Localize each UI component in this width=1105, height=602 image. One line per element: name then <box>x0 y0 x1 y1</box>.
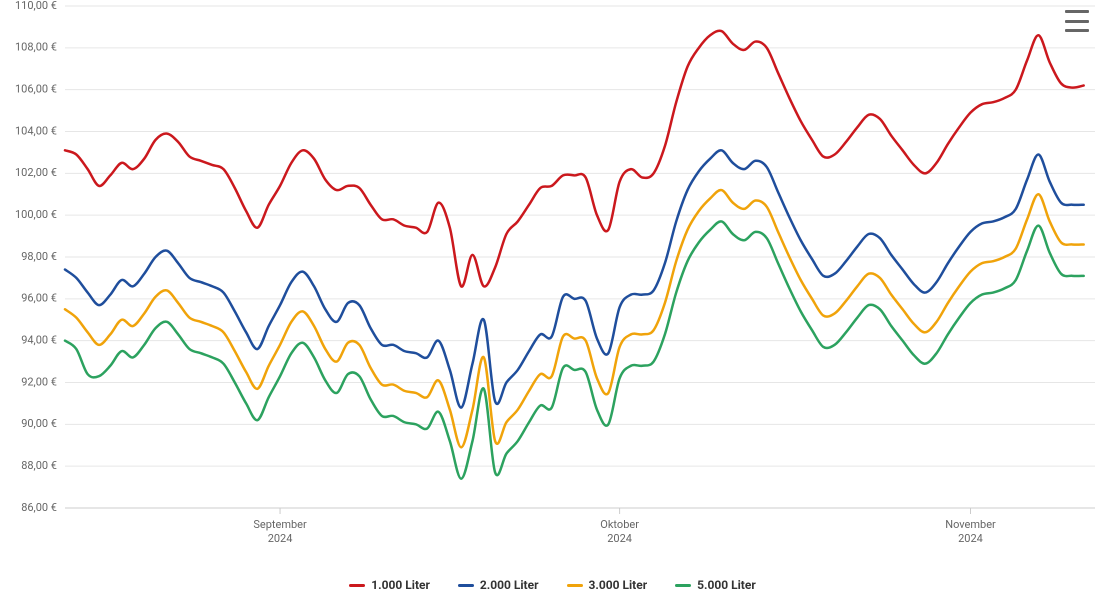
legend-label: 5.000 Liter <box>697 578 756 592</box>
legend-swatch <box>349 584 365 587</box>
y-tick-label: 98,00 € <box>21 250 57 263</box>
y-tick-label: 88,00 € <box>21 459 57 472</box>
y-tick-label: 100,00 € <box>15 208 57 221</box>
legend-item-s1000[interactable]: 1.000 Liter <box>349 578 430 592</box>
legend-label: 1.000 Liter <box>371 578 430 592</box>
price-chart: 86,00 € 88,00 € 90,00 € 92,00 € 94,00 € 96,00… <box>0 0 1105 602</box>
chart-svg: 86,00 € 88,00 € 90,00 € 92,00 € 94,00 € 96,00… <box>0 0 1105 602</box>
x-tick-sublabel: 2024 <box>268 532 293 545</box>
legend-swatch <box>567 584 583 587</box>
y-tick-label: 106,00 € <box>15 83 57 96</box>
chart-legend: 1.000 Liter 2.000 Liter 3.000 Liter 5.000 L… <box>0 578 1105 592</box>
x-tick-label: November <box>945 518 996 531</box>
legend-label: 3.000 Liter <box>589 578 648 592</box>
y-tick-label: 108,00 € <box>15 41 57 54</box>
legend-swatch <box>458 584 474 587</box>
y-tick-label: 110,00 € <box>15 0 57 12</box>
legend-item-s3000[interactable]: 3.000 Liter <box>567 578 648 592</box>
y-tick-label: 104,00 € <box>15 124 57 137</box>
series-line-s1000 <box>65 31 1084 287</box>
series-line-s3000 <box>65 190 1084 447</box>
x-tick-label: Oktober <box>600 518 639 531</box>
y-tick-label: 102,00 € <box>15 166 57 179</box>
hamburger-icon <box>1065 10 1089 13</box>
x-tick-sublabel: 2024 <box>607 532 632 545</box>
legend-item-s5000[interactable]: 5.000 Liter <box>675 578 756 592</box>
legend-swatch <box>675 584 691 587</box>
series-line-s5000 <box>65 221 1084 478</box>
legend-label: 2.000 Liter <box>480 578 539 592</box>
chart-menu-button[interactable] <box>1063 8 1091 34</box>
y-tick-label: 86,00 € <box>21 501 57 514</box>
y-tick-label: 92,00 € <box>21 375 57 388</box>
y-tick-label: 90,00 € <box>21 417 57 430</box>
legend-item-s2000[interactable]: 2.000 Liter <box>458 578 539 592</box>
x-tick-label: September <box>253 518 307 531</box>
y-tick-label: 94,00 € <box>21 334 57 347</box>
x-tick-sublabel: 2024 <box>958 532 983 545</box>
y-tick-label: 96,00 € <box>21 292 57 305</box>
